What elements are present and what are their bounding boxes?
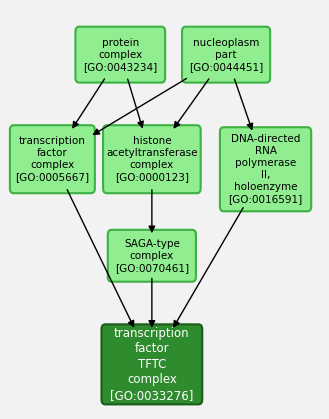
FancyBboxPatch shape xyxy=(10,125,95,193)
Text: nucleoplasm
part
[GO:0044451]: nucleoplasm part [GO:0044451] xyxy=(189,38,263,72)
Text: histone
acetyltransferase
complex
[GO:0000123]: histone acetyltransferase complex [GO:00… xyxy=(106,136,198,182)
Text: SAGA-type
complex
[GO:0070461]: SAGA-type complex [GO:0070461] xyxy=(115,239,189,273)
FancyBboxPatch shape xyxy=(75,27,165,83)
FancyBboxPatch shape xyxy=(101,324,202,404)
FancyBboxPatch shape xyxy=(220,127,311,211)
Text: transcription
factor
complex
[GO:0005667]: transcription factor complex [GO:0005667… xyxy=(15,136,89,182)
FancyBboxPatch shape xyxy=(182,27,270,83)
Text: transcription
factor
TFTC
complex
[GO:0033276]: transcription factor TFTC complex [GO:00… xyxy=(110,327,193,402)
FancyBboxPatch shape xyxy=(103,125,201,193)
Text: DNA-directed
RNA
polymerase
II,
holoenzyme
[GO:0016591]: DNA-directed RNA polymerase II, holoenzy… xyxy=(228,134,303,204)
Text: protein
complex
[GO:0043234]: protein complex [GO:0043234] xyxy=(83,38,157,72)
FancyBboxPatch shape xyxy=(108,230,196,282)
